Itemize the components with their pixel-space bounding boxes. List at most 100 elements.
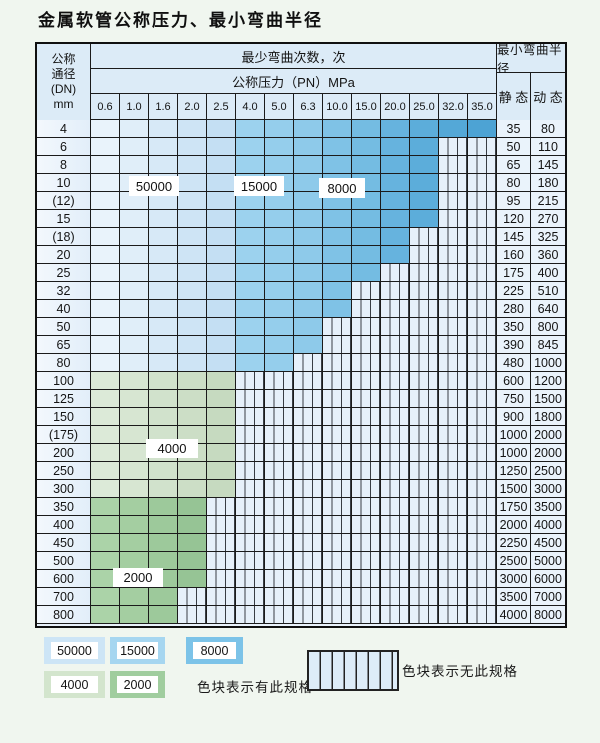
cycle-cell xyxy=(236,156,265,174)
cycle-cell xyxy=(323,282,352,300)
cycle-cell xyxy=(381,462,410,480)
table-row: 65 390 845 xyxy=(37,336,565,354)
cycle-cell xyxy=(265,228,294,246)
cycle-cell xyxy=(207,606,236,624)
dn-cell: 125 xyxy=(37,390,91,408)
cycle-cell xyxy=(439,444,468,462)
cycle-cell xyxy=(149,408,178,426)
cycle-cell xyxy=(207,588,236,606)
dynamic-header: 动 态 xyxy=(531,73,565,120)
cycle-cell xyxy=(120,606,149,624)
cycle-cell xyxy=(265,516,294,534)
cycle-cell xyxy=(468,570,497,588)
pressure-value-cell: 25.0 xyxy=(410,94,439,120)
cycle-cell xyxy=(149,246,178,264)
cycle-cell xyxy=(120,192,149,210)
cycle-cell xyxy=(381,480,410,498)
cycle-cell xyxy=(265,372,294,390)
cycle-cell xyxy=(439,372,468,390)
cycle-cell xyxy=(381,318,410,336)
cycle-cell xyxy=(236,480,265,498)
dn-cell: 40 xyxy=(37,300,91,318)
cycle-cell xyxy=(91,372,120,390)
cycle-cell xyxy=(265,336,294,354)
dynamic-cell: 4500 xyxy=(531,534,565,552)
cycle-cell xyxy=(410,192,439,210)
cycle-cell xyxy=(381,228,410,246)
table-row: 450 2250 4500 xyxy=(37,534,565,552)
dynamic-cell: 800 xyxy=(531,318,565,336)
static-cell: 1000 xyxy=(497,426,531,444)
cycle-cell xyxy=(207,516,236,534)
cycle-cell xyxy=(149,264,178,282)
cycle-cell xyxy=(91,552,120,570)
cycle-cell xyxy=(468,282,497,300)
cycle-cell xyxy=(381,192,410,210)
cycle-cell xyxy=(410,552,439,570)
cycle-cell xyxy=(265,498,294,516)
cycle-cell xyxy=(265,192,294,210)
cycle-cell xyxy=(352,156,381,174)
cycle-cell xyxy=(439,534,468,552)
cycle-count-label: 15000 xyxy=(234,176,284,196)
cycle-cell xyxy=(149,552,178,570)
cycle-cell xyxy=(352,606,381,624)
cycle-cell xyxy=(410,570,439,588)
table-row: (12) 95 215 xyxy=(37,192,565,210)
cycle-cell xyxy=(468,480,497,498)
pressure-value-cell: 35.0 xyxy=(468,94,497,120)
cycle-cell xyxy=(265,606,294,624)
static-cell: 65 xyxy=(497,156,531,174)
cycle-cell xyxy=(323,588,352,606)
cycle-cell xyxy=(294,120,323,138)
cycle-cell xyxy=(265,408,294,426)
cycle-cell xyxy=(120,516,149,534)
static-cell: 600 xyxy=(497,372,531,390)
cycle-cell xyxy=(294,156,323,174)
cycle-cell xyxy=(236,246,265,264)
cycle-cell xyxy=(294,372,323,390)
cycle-cell xyxy=(91,156,120,174)
cycle-cell xyxy=(439,570,468,588)
table-row: 4 35 80 xyxy=(37,120,565,138)
dynamic-cell: 510 xyxy=(531,282,565,300)
table-row: 150 900 1800 xyxy=(37,408,565,426)
cycle-cell xyxy=(323,606,352,624)
pressure-values-row: 0.6 1.0 1.6 2.0 2.5 4.0 5.0 6.3 10.0 15.0 20.0 25.0… xyxy=(91,94,497,120)
cycle-cell xyxy=(236,300,265,318)
cycle-cell xyxy=(178,354,207,372)
cycle-cell xyxy=(468,462,497,480)
cycle-cell xyxy=(207,156,236,174)
cycle-cell xyxy=(265,444,294,462)
cycle-cell xyxy=(207,174,236,192)
static-cell: 225 xyxy=(497,282,531,300)
cycle-cell xyxy=(352,318,381,336)
cycle-cell xyxy=(323,300,352,318)
cycle-cell xyxy=(207,444,236,462)
cycle-cell xyxy=(178,264,207,282)
dn-cell: (175) xyxy=(37,426,91,444)
table-row: 100 600 1200 xyxy=(37,372,565,390)
cycle-cell xyxy=(91,444,120,462)
legend-swatch: 15000 xyxy=(110,637,165,664)
cycle-cell xyxy=(294,570,323,588)
cycle-cell xyxy=(149,192,178,210)
cycle-cell xyxy=(352,408,381,426)
cycle-cell xyxy=(120,246,149,264)
dn-cell: 600 xyxy=(37,570,91,588)
cycle-cell xyxy=(323,462,352,480)
table-row: (175) 1000 2000 xyxy=(37,426,565,444)
dynamic-cell: 845 xyxy=(531,336,565,354)
cycle-cell xyxy=(178,318,207,336)
dn-cell: 10 xyxy=(37,174,91,192)
radius-header: 最小弯曲半径 xyxy=(497,43,565,76)
cycle-cell xyxy=(352,120,381,138)
table-row: 25 175 400 xyxy=(37,264,565,282)
cycle-cell xyxy=(381,246,410,264)
dynamic-cell: 80 xyxy=(531,120,565,138)
cycle-cell xyxy=(439,156,468,174)
cycle-cell xyxy=(120,426,149,444)
cycle-cell xyxy=(265,300,294,318)
static-cell: 350 xyxy=(497,318,531,336)
cycle-cell xyxy=(207,192,236,210)
